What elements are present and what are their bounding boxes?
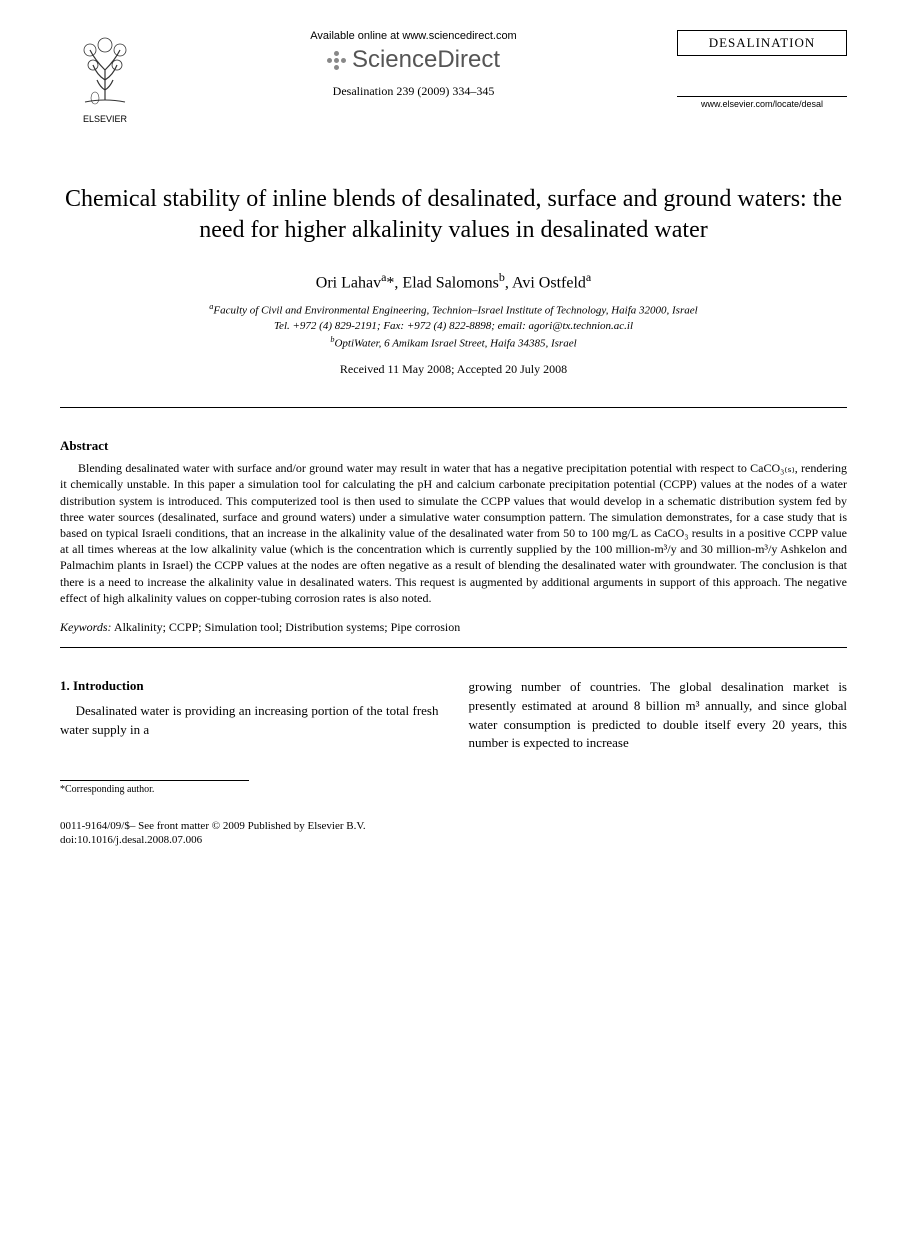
corresponding-author-note: *Corresponding author. — [60, 780, 249, 795]
available-online-text: Available online at www.sciencedirect.co… — [170, 30, 657, 42]
body-columns: 1. Introduction Desalinated water is pro… — [60, 678, 847, 795]
column-right: growing number of countries. The global … — [469, 678, 848, 795]
footer-doi: doi:10.1016/j.desal.2008.07.006 — [60, 833, 847, 847]
elsevier-label: ELSEVIER — [60, 114, 150, 124]
keywords-label: Keywords: — [60, 620, 112, 634]
journal-url: www.elsevier.com/locate/desal — [677, 96, 847, 109]
intro-heading: 1. Introduction — [60, 678, 439, 694]
citation-text: Desalination 239 (2009) 334–345 — [170, 84, 657, 99]
affiliation-b: bOptiWater, 6 Amikam Israel Street, Haif… — [60, 334, 847, 352]
sciencedirect-logo: ScienceDirect — [170, 46, 657, 74]
journal-name: DESALINATION — [677, 30, 847, 56]
author-list: Ori Lahava*, Elad Salomonsb, Avi Ostfeld… — [60, 270, 847, 292]
header-center: Available online at www.sciencedirect.co… — [150, 30, 677, 99]
keywords: Keywords: Alkalinity; CCPP; Simulation t… — [60, 620, 847, 635]
abstract-heading: Abstract — [60, 438, 847, 454]
divider — [60, 407, 847, 408]
page-footer: 0011-9164/09/$– See front matter © 2009 … — [60, 819, 847, 848]
article-dates: Received 11 May 2008; Accepted 20 July 2… — [60, 362, 847, 377]
affiliations: aFaculty of Civil and Environmental Engi… — [60, 301, 847, 352]
intro-para-left: Desalinated water is providing an increa… — [60, 702, 439, 740]
elsevier-tree-icon — [65, 30, 145, 110]
affiliation-contact: Tel. +972 (4) 829-2191; Fax: +972 (4) 82… — [60, 319, 847, 334]
abstract-body: Blending desalinated water with surface … — [60, 460, 847, 606]
journal-box: DESALINATION www.elsevier.com/locate/des… — [677, 30, 847, 109]
affiliation-a: aFaculty of Civil and Environmental Engi… — [60, 301, 847, 319]
divider — [60, 647, 847, 648]
elsevier-logo: ELSEVIER — [60, 30, 150, 124]
footer-copyright: 0011-9164/09/$– See front matter © 2009 … — [60, 819, 847, 833]
article-title: Chemical stability of inline blends of d… — [60, 184, 847, 246]
sciencedirect-text: ScienceDirect — [352, 46, 500, 74]
keywords-list: Alkalinity; CCPP; Simulation tool; Distr… — [114, 620, 460, 634]
intro-para-right: growing number of countries. The global … — [469, 678, 848, 753]
page-header: ELSEVIER Available online at www.science… — [60, 30, 847, 124]
sciencedirect-dots-icon — [327, 51, 346, 70]
column-left: 1. Introduction Desalinated water is pro… — [60, 678, 439, 795]
